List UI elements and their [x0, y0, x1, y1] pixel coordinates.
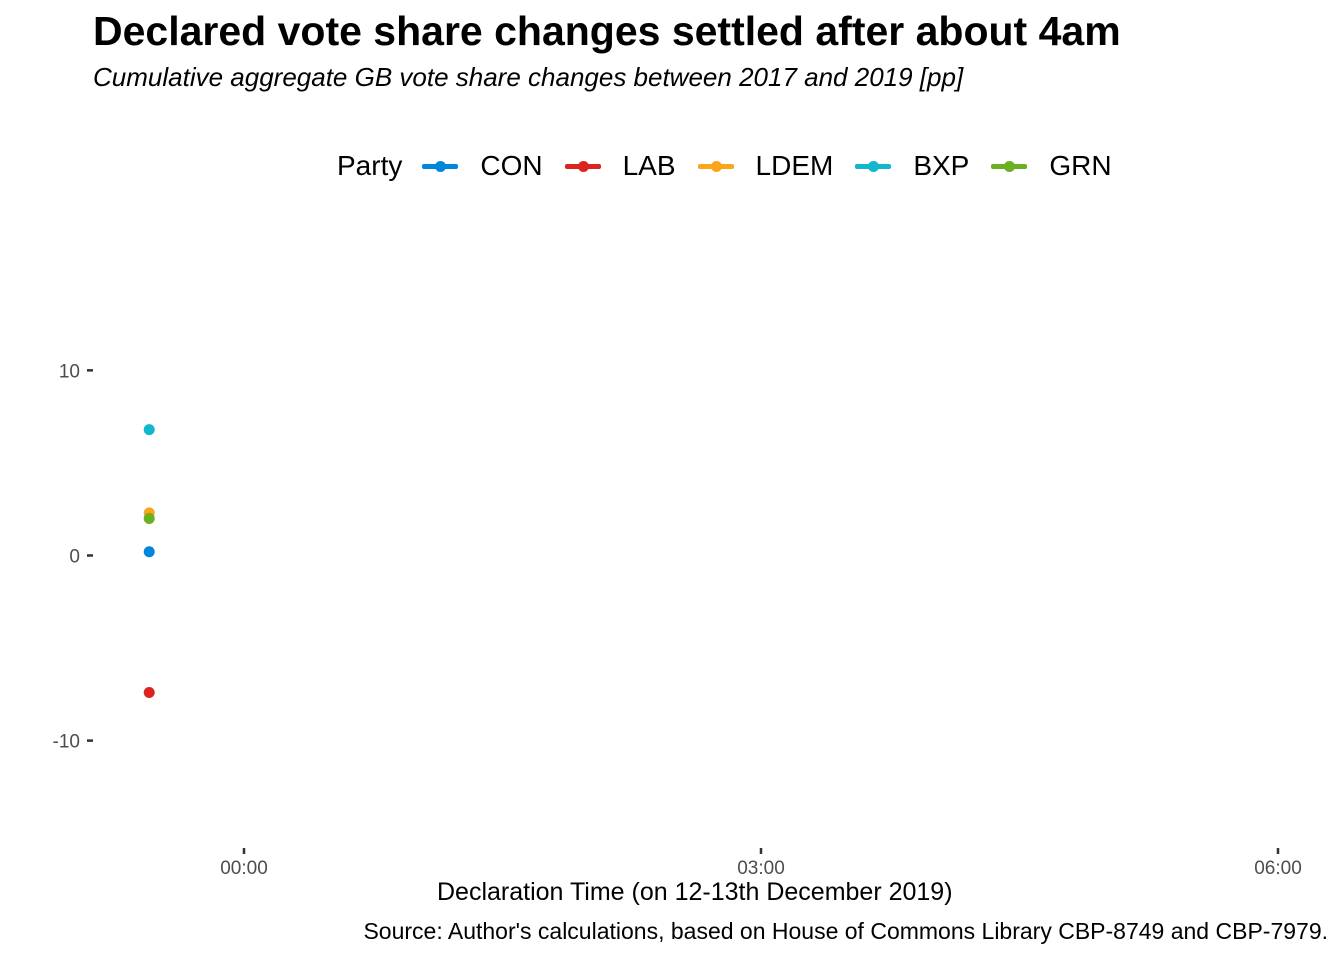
legend-key-con [422, 154, 459, 178]
legend-key-grn [991, 154, 1028, 178]
legend-title: Party [337, 150, 403, 181]
source-caption: Source: Author's calculations, based on … [363, 918, 1328, 944]
y-tick-label: -10 [53, 732, 80, 753]
x-axis: 00:00 03:00 06:00 [220, 848, 1302, 879]
legend-label-con: CON [480, 150, 543, 181]
data-point-grn [143, 512, 155, 524]
legend-item-grn: GRN [991, 150, 1112, 182]
legend: Party CON LAB LDEM BXP GRN [337, 148, 1134, 184]
x-tick-label: 00:00 [220, 858, 268, 879]
legend-item-con: CON [422, 150, 543, 182]
legend-label-ldem: LDEM [755, 150, 834, 181]
chart-title: Declared vote share changes settled afte… [93, 8, 1121, 54]
legend-label-bxp: BXP [913, 150, 970, 181]
legend-label-lab: LAB [622, 150, 676, 181]
legend-key-ldem [697, 154, 734, 178]
legend-item-ldem: LDEM [697, 150, 834, 182]
data-point-con [143, 546, 155, 558]
y-tick-label: 0 [69, 546, 80, 567]
y-tick-label: 10 [59, 361, 80, 382]
y-axis: 10 0 -10 [53, 361, 93, 753]
legend-key-bxp [855, 154, 892, 178]
legend-label-grn: GRN [1049, 150, 1112, 181]
data-points [143, 424, 155, 698]
legend-item-bxp: BXP [855, 150, 969, 182]
x-tick-label: 03:00 [737, 858, 785, 879]
chart-subtitle: Cumulative aggregate GB vote share chang… [93, 62, 964, 92]
x-tick-label: 06:00 [1254, 858, 1302, 879]
data-point-bxp [143, 424, 155, 436]
x-axis-label: Declaration Time (on 12-13th December 20… [437, 878, 953, 906]
legend-key-lab [564, 154, 601, 178]
legend-item-lab: LAB [564, 150, 676, 182]
data-point-lab [143, 686, 155, 698]
